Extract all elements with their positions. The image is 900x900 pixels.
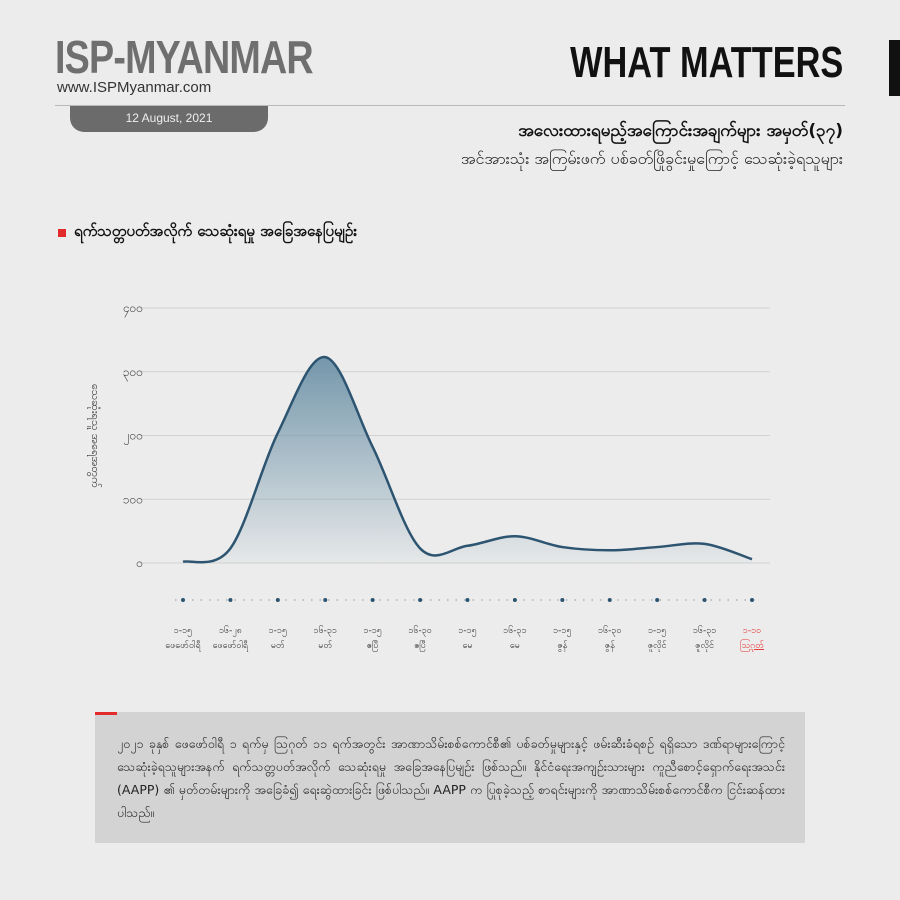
x-tick-dot [418,598,423,602]
x-tick-dot [655,598,660,602]
x-tick-month: ဇူလိုင် [695,640,714,652]
x-tick-month: မေ [462,641,472,651]
x-tick-month: ဇွန် [605,640,616,652]
bullet-square-icon [58,229,66,237]
x-tick-range: ၁၆-၃၀ [408,625,432,637]
x-tick-dot [465,598,470,602]
section-heading: ရက်သတ္တပတ်အလိုက် သေဆုံးရမှု အခြေအနေပြမျဉ… [58,222,357,244]
series-name: WHAT MATTERS [569,38,843,87]
x-tick-range: ၁-၁၅ [553,626,571,637]
x-tick-dot [181,598,185,602]
x-tick-range: ၁-၁၅ [269,626,287,637]
x-tick-month: မေ [510,641,520,651]
x-tick-dot [275,598,280,602]
x-tick-month: ဩဂုတ် [740,639,765,652]
x-tick-month: ဇွန် [557,640,568,652]
x-tick-dot [512,598,517,602]
x-tick-range: ၁၆-၃၁ [314,625,338,637]
accent-bar [889,40,900,96]
x-tick-month: မတ် [318,640,332,651]
y-tick-label: ၄၀၀ [123,301,143,318]
x-tick-range: ၁-၁၅ [648,626,666,637]
x-tick-range: ၁-၁၅ [174,626,192,637]
x-tick-dot [323,598,328,602]
x-tick-range: ၁-၁၅ [363,626,381,637]
x-tick-dot [370,598,375,602]
page-title: အလေးထားရမည့်အကြောင်းအချက်များ အမှတ်(၃၇) [518,121,843,141]
y-tick-label: ၃၀၀ [123,365,143,382]
logo: ISP-MYANMAR [55,31,314,83]
x-tick-dot [560,598,565,602]
y-tick-label: ၂၀၀ [124,429,143,446]
x-tick-month: ဧပြီ [367,640,379,652]
x-tick-range: ၁၆-၂၈ [219,625,242,637]
x-tick-month: ဖေဖော်ဝါရီ [165,640,201,652]
x-tick-month: ဇူလိုင် [648,640,667,652]
x-tick-month: ဖေဖော်ဝါရီ [213,640,249,652]
x-tick-dot [702,598,707,602]
x-tick-dot [750,598,754,602]
website-url[interactable]: www.ISPMyanmar.com [57,79,212,96]
x-tick-range: ၁-၁၀ [743,626,761,636]
x-tick-range: ၁၆-၃၁ [503,625,527,637]
date-badge: 12 August, 2021 [70,106,268,132]
header-divider [55,105,845,106]
y-tick-label: ၁၀၀ [123,492,143,506]
note-text: ၂၀၂၁ ခုနှစ် ဖေဖော်ဝါရီ ၁ ရက်မှ ဩဂုတ် ၁၁ … [117,736,785,820]
page-subtitle: အင်အားသုံး အကြမ်းဖက် ပစ်ခတ်ဖြိုခွင်းမှုက… [460,149,843,168]
area-fill [183,357,752,563]
x-tick-month: ဧပြီ [414,640,426,652]
x-tick-range: ၁-၁၅ [458,626,476,637]
series-line [182,355,753,564]
y-tick-label: ၀ [136,556,143,570]
y-axis-label: သေဆုံးရသူ အရေအတွက် [87,384,102,488]
note-accent [95,712,117,715]
x-tick-range: ၁၆-၃၁ [693,625,717,637]
x-tick-dot [228,598,233,602]
section-title: ရက်သတ္တပတ်အလိုက် သေဆုံးရမှု အခြေအနေပြမျဉ… [74,222,358,240]
note-box: ၂၀၂၁ ခုနှစ် ဖေဖော်ဝါရီ ၁ ရက်မှ ဩဂုတ် ၁၁ … [95,712,805,843]
x-tick-range: ၁၆-၃၀ [598,625,622,637]
x-tick-month: မတ် [271,640,285,651]
x-tick-dot [607,598,612,602]
